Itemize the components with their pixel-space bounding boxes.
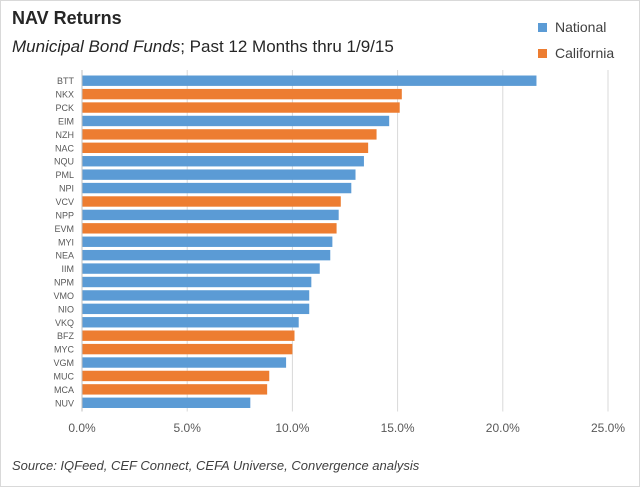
bar-evm [82, 223, 337, 234]
legend-swatch-california [538, 48, 547, 58]
y-tick-label: VCV [55, 197, 74, 207]
y-tick-label: VGM [53, 358, 74, 368]
legend-label-national: National [555, 19, 607, 35]
y-tick-label: MYI [58, 237, 74, 247]
legend-swatch-national [538, 22, 547, 32]
y-tick-label: NUV [55, 398, 74, 408]
subtitle-italic: Municipal Bond Funds [12, 37, 181, 56]
bar-iim [82, 263, 320, 274]
x-tick-label: 5.0% [174, 421, 202, 435]
bar-npm [82, 276, 312, 288]
x-tick-label: 15.0% [381, 421, 415, 435]
y-tick-label: EVM [54, 224, 74, 234]
y-tick-label: NKX [55, 90, 74, 100]
x-tick-label: 20.0% [486, 421, 520, 435]
y-tick-label: NZH [56, 130, 75, 140]
bar-vcv [82, 196, 341, 207]
bar-myc [82, 343, 293, 355]
bar-nuv [82, 397, 251, 408]
bar-nea [82, 249, 331, 261]
chart-subtitle: Municipal Bond Funds; Past 12 Months thr… [12, 37, 394, 57]
y-tick-label: BFZ [57, 331, 75, 341]
y-tick-label: NIO [58, 304, 74, 314]
y-tick-label: NPI [59, 184, 74, 194]
bar-npp [82, 209, 339, 221]
y-tick-label: VKQ [55, 318, 74, 328]
y-tick-label: PML [55, 170, 74, 180]
y-tick-label: MCA [54, 385, 74, 395]
x-tick-label: 25.0% [591, 421, 625, 435]
legend-item-california: California [538, 40, 614, 66]
y-tick-label: IIM [62, 264, 75, 274]
y-tick-label: NAC [55, 143, 75, 153]
y-tick-label: MUC [54, 371, 75, 381]
bar-eim [82, 115, 390, 127]
legend: National California [538, 14, 614, 66]
bar-nac [82, 142, 369, 154]
bar-myi [82, 236, 333, 247]
bar-pck [82, 102, 400, 113]
bar-vgm [82, 357, 287, 368]
y-tick-label: NPP [55, 210, 74, 220]
legend-item-national: National [538, 14, 614, 40]
bar-vmo [82, 290, 310, 301]
y-tick-label: NPM [54, 278, 74, 288]
bar-mca [82, 384, 268, 395]
bar-nzh [82, 129, 377, 140]
legend-label-california: California [555, 45, 615, 61]
bar-btt [82, 75, 537, 86]
bar-vkq [82, 317, 299, 328]
y-tick-label: BTT [57, 76, 75, 86]
bar-npi [82, 182, 352, 194]
bar-nqu [82, 156, 364, 167]
y-tick-label: EIM [58, 116, 74, 126]
bar-nkx [82, 88, 402, 100]
bar-pml [82, 169, 356, 180]
chart-title: NAV Returns [12, 8, 122, 28]
bar-muc [82, 370, 270, 382]
bar-bfz [82, 330, 295, 341]
source-note: Source: IQFeed, CEF Connect, CEFA Univer… [12, 458, 420, 473]
bar-nio [82, 303, 310, 315]
y-tick-label: MYC [54, 345, 75, 355]
y-tick-label: VMO [53, 291, 74, 301]
x-tick-label: 0.0% [68, 421, 96, 435]
x-tick-label: 10.0% [275, 421, 309, 435]
y-tick-label: PCK [55, 103, 74, 113]
y-tick-label: NQU [54, 157, 74, 167]
y-tick-label: NEA [55, 251, 74, 261]
subtitle-rest: ; Past 12 Months thru 1/9/15 [180, 37, 394, 56]
